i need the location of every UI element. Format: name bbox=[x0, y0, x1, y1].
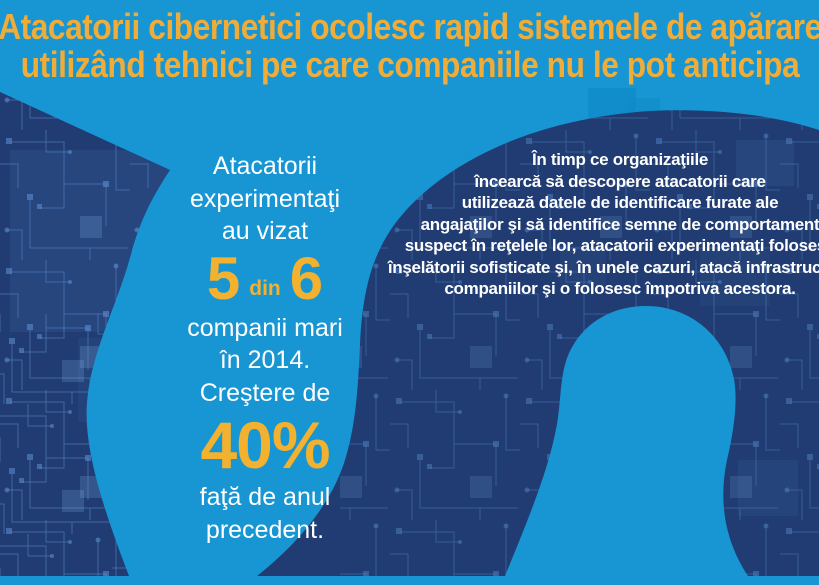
growth-percent: 40% bbox=[200, 408, 330, 482]
paragraph-line: utilizează datele de identificare furate… bbox=[461, 193, 779, 212]
paragraph-line: suspect în reţelele lor, atacatorii expe… bbox=[404, 236, 819, 255]
stat-desc-line-5: precedent. bbox=[205, 515, 325, 544]
headline-line-1: Atacatorii cibernetici ocolesc rapid sis… bbox=[0, 6, 819, 47]
stat-desc-line-3: Creştere de bbox=[199, 378, 331, 407]
stat-panel: Atacatorii experimentaţi au vizat 5 din 6 … bbox=[115, 150, 415, 546]
stat-ratio: 5 din 6 bbox=[115, 248, 415, 310]
stat-intro-line-3: au vizat bbox=[221, 217, 309, 245]
paragraph-line: angajaţilor şi să identifice semne de co… bbox=[420, 214, 819, 234]
stat-intro-line-2: experimentaţi bbox=[189, 184, 341, 213]
headline-line-2: utilizând tehnici pe care companiile nu … bbox=[20, 44, 799, 85]
stat-desc-line-2: în 2014. bbox=[219, 346, 311, 374]
paragraph-line: companiilor şi o folosesc împotriva aces… bbox=[444, 279, 796, 298]
paragraph-line: înşelătorii sofisticate şi, în unele caz… bbox=[387, 257, 819, 277]
stat-desc-line-1: companii mari bbox=[187, 313, 343, 342]
paragraph-panel: În timp ce organizaţiile încearcă să des… bbox=[220, 149, 819, 300]
paragraph-line: În timp ce organizaţiile bbox=[531, 150, 709, 169]
ratio-numerator: 5 bbox=[206, 244, 241, 312]
ratio-connector: din bbox=[249, 276, 281, 300]
dome-counter-shape bbox=[505, 306, 748, 576]
paragraph-line: încearcă să descopere atacatorii care bbox=[474, 171, 766, 191]
ratio-denominator: 6 bbox=[289, 244, 324, 312]
stat-desc-line-4: faţă de anul bbox=[199, 483, 331, 511]
stat-intro-line-1: Atacatorii bbox=[212, 152, 318, 180]
